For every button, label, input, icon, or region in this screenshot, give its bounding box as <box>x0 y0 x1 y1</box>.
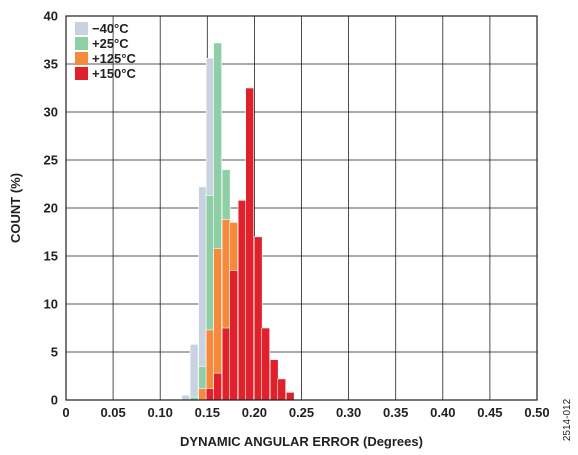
y-tick-labels: 0 5 10 15 20 25 30 35 40 <box>44 9 58 408</box>
x-axis-title: DYNAMIC ANGULAR ERROR (Degrees) <box>180 434 423 449</box>
plot-frame <box>65 15 538 401</box>
y-tick-label: 10 <box>44 297 58 312</box>
y-tick-label: 5 <box>51 345 58 360</box>
y-tick-label: 30 <box>44 105 58 120</box>
y-tick-label: 35 <box>44 57 58 72</box>
series-4 <box>205 87 295 401</box>
x-tick-label: 0.05 <box>100 405 125 420</box>
bar <box>198 388 207 401</box>
y-tick-label: 40 <box>44 9 58 24</box>
x-tick-label: 0.10 <box>148 405 173 420</box>
bar <box>229 270 238 401</box>
x-tick-label: 0.20 <box>242 405 267 420</box>
legend-swatch <box>75 52 88 65</box>
x-tick-label: 0.40 <box>430 405 455 420</box>
x-tick-label: 0.15 <box>195 405 220 420</box>
legend-label: −40°C <box>92 21 129 36</box>
legend-label: +150°C <box>92 66 136 81</box>
bar <box>221 327 231 401</box>
y-tick-label: 15 <box>44 249 58 264</box>
legend: −40°C+25°C+125°C+150°C <box>75 21 136 81</box>
legend-swatch <box>75 37 88 50</box>
bar <box>189 344 199 401</box>
grid <box>66 16 537 400</box>
x-tick-label: 0.30 <box>336 405 361 420</box>
legend-label: +25°C <box>92 36 129 51</box>
bar <box>245 87 254 401</box>
bar <box>277 378 287 401</box>
legend-swatch <box>75 22 88 35</box>
bar <box>213 372 222 401</box>
bar <box>181 394 190 401</box>
bar <box>205 388 215 401</box>
bar <box>261 327 271 401</box>
x-tick-label: 0.50 <box>524 405 549 420</box>
bar <box>253 236 263 401</box>
y-tick-label: 25 <box>44 153 58 168</box>
legend-label: +125°C <box>92 51 136 66</box>
y-tick-label: 20 <box>44 201 58 216</box>
y-axis-title: COUNT (%) <box>8 173 23 243</box>
bar <box>237 200 247 401</box>
y-tick-label: 0 <box>51 393 58 408</box>
x-tick-label: 0.45 <box>477 405 502 420</box>
x-tick-label: 0.35 <box>383 405 408 420</box>
bar <box>285 392 295 401</box>
x-tick-label: 0 <box>62 405 69 420</box>
x-tick-label: 0.25 <box>289 405 314 420</box>
bars <box>181 42 295 401</box>
figure-code: 2514-012 <box>562 398 573 441</box>
x-tick-labels: 0 0.05 0.10 0.15 0.20 0.25 0.30 0.35 0.40 0.45 0.5… <box>62 405 549 420</box>
bar <box>269 359 279 401</box>
legend-swatch <box>75 67 88 80</box>
